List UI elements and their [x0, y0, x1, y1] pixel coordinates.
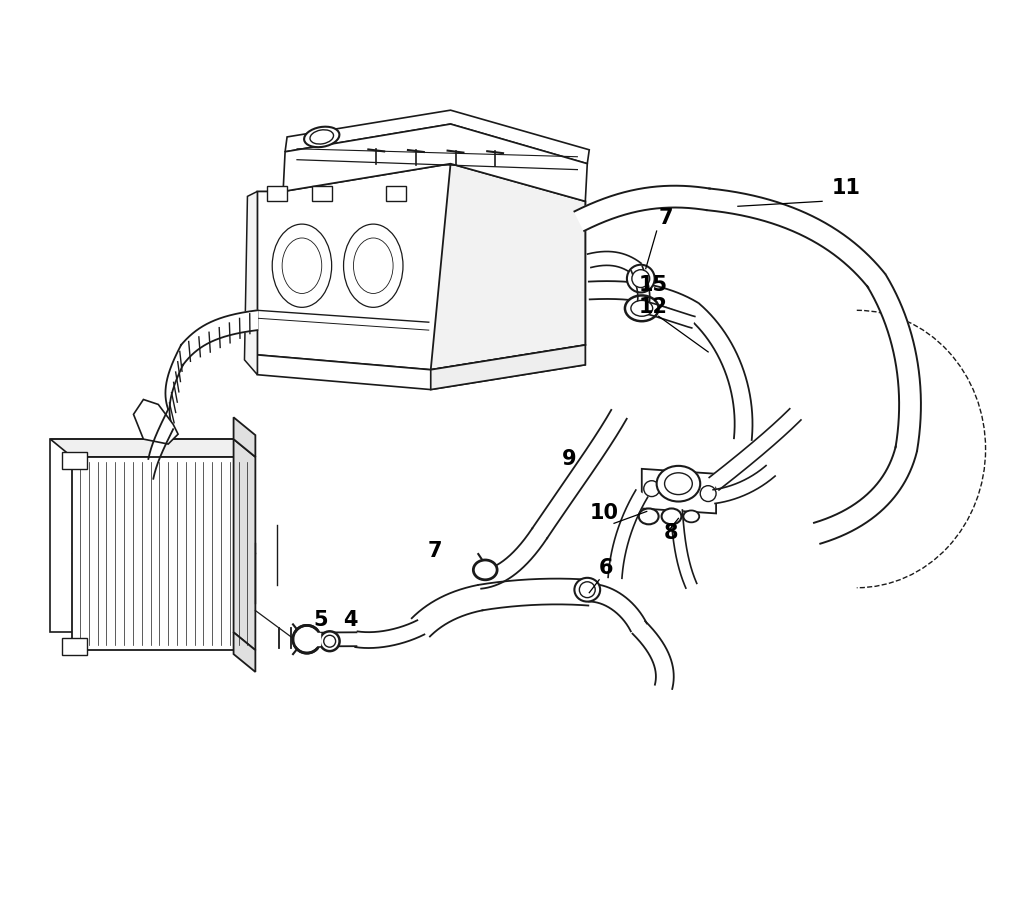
- Polygon shape: [574, 187, 709, 232]
- Polygon shape: [62, 452, 87, 470]
- Polygon shape: [587, 252, 640, 275]
- Polygon shape: [412, 585, 482, 637]
- Polygon shape: [708, 409, 800, 490]
- Text: 8: 8: [663, 523, 678, 543]
- Polygon shape: [296, 633, 356, 648]
- Ellipse shape: [310, 131, 333, 144]
- Polygon shape: [233, 418, 255, 458]
- Text: 10: 10: [589, 503, 618, 523]
- Text: 4: 4: [343, 610, 358, 629]
- Polygon shape: [50, 440, 233, 633]
- Polygon shape: [293, 634, 319, 646]
- Ellipse shape: [354, 238, 392, 294]
- Text: 7: 7: [658, 208, 673, 228]
- Ellipse shape: [683, 511, 699, 523]
- Polygon shape: [813, 447, 916, 545]
- Ellipse shape: [643, 481, 659, 497]
- Ellipse shape: [292, 626, 320, 654]
- Polygon shape: [632, 621, 674, 689]
- Ellipse shape: [661, 509, 681, 525]
- Polygon shape: [165, 346, 182, 430]
- Ellipse shape: [638, 509, 658, 525]
- Polygon shape: [245, 192, 257, 376]
- Text: 9: 9: [561, 449, 576, 469]
- Polygon shape: [430, 346, 585, 390]
- Polygon shape: [478, 579, 590, 610]
- Polygon shape: [283, 125, 587, 202]
- Polygon shape: [669, 510, 696, 589]
- Text: 7: 7: [427, 540, 442, 561]
- Polygon shape: [646, 303, 694, 329]
- Polygon shape: [233, 440, 255, 650]
- Polygon shape: [233, 633, 255, 672]
- Text: 5: 5: [314, 610, 328, 629]
- Ellipse shape: [343, 225, 403, 308]
- Polygon shape: [588, 282, 697, 319]
- Polygon shape: [641, 470, 715, 514]
- Polygon shape: [50, 440, 255, 458]
- Polygon shape: [267, 187, 286, 202]
- Ellipse shape: [272, 225, 331, 308]
- Polygon shape: [386, 187, 406, 202]
- Polygon shape: [532, 411, 626, 538]
- Ellipse shape: [574, 578, 599, 602]
- Polygon shape: [712, 466, 774, 504]
- Polygon shape: [355, 620, 424, 648]
- Ellipse shape: [304, 127, 339, 148]
- Polygon shape: [72, 458, 255, 650]
- Polygon shape: [866, 275, 920, 452]
- Polygon shape: [687, 304, 752, 441]
- Ellipse shape: [282, 238, 321, 294]
- Polygon shape: [257, 164, 585, 370]
- Polygon shape: [589, 584, 646, 632]
- Ellipse shape: [473, 561, 496, 580]
- Ellipse shape: [625, 296, 658, 321]
- Text: 15: 15: [638, 275, 667, 295]
- Polygon shape: [312, 187, 331, 202]
- Polygon shape: [181, 311, 257, 366]
- Ellipse shape: [631, 270, 649, 288]
- Ellipse shape: [700, 486, 715, 502]
- Ellipse shape: [664, 473, 692, 495]
- Polygon shape: [148, 410, 173, 479]
- Polygon shape: [706, 190, 884, 288]
- Text: 11: 11: [832, 178, 860, 198]
- Ellipse shape: [656, 466, 700, 502]
- Polygon shape: [257, 346, 585, 390]
- Ellipse shape: [579, 582, 595, 598]
- Text: 6: 6: [598, 557, 613, 577]
- Ellipse shape: [319, 631, 339, 651]
- Polygon shape: [631, 267, 649, 312]
- Ellipse shape: [631, 301, 652, 317]
- Polygon shape: [285, 111, 589, 164]
- Ellipse shape: [627, 265, 654, 293]
- Text: 12: 12: [638, 297, 667, 317]
- Ellipse shape: [323, 636, 335, 647]
- Polygon shape: [62, 638, 87, 656]
- Polygon shape: [607, 490, 647, 579]
- Polygon shape: [133, 400, 178, 444]
- Polygon shape: [430, 164, 585, 370]
- Polygon shape: [479, 528, 546, 589]
